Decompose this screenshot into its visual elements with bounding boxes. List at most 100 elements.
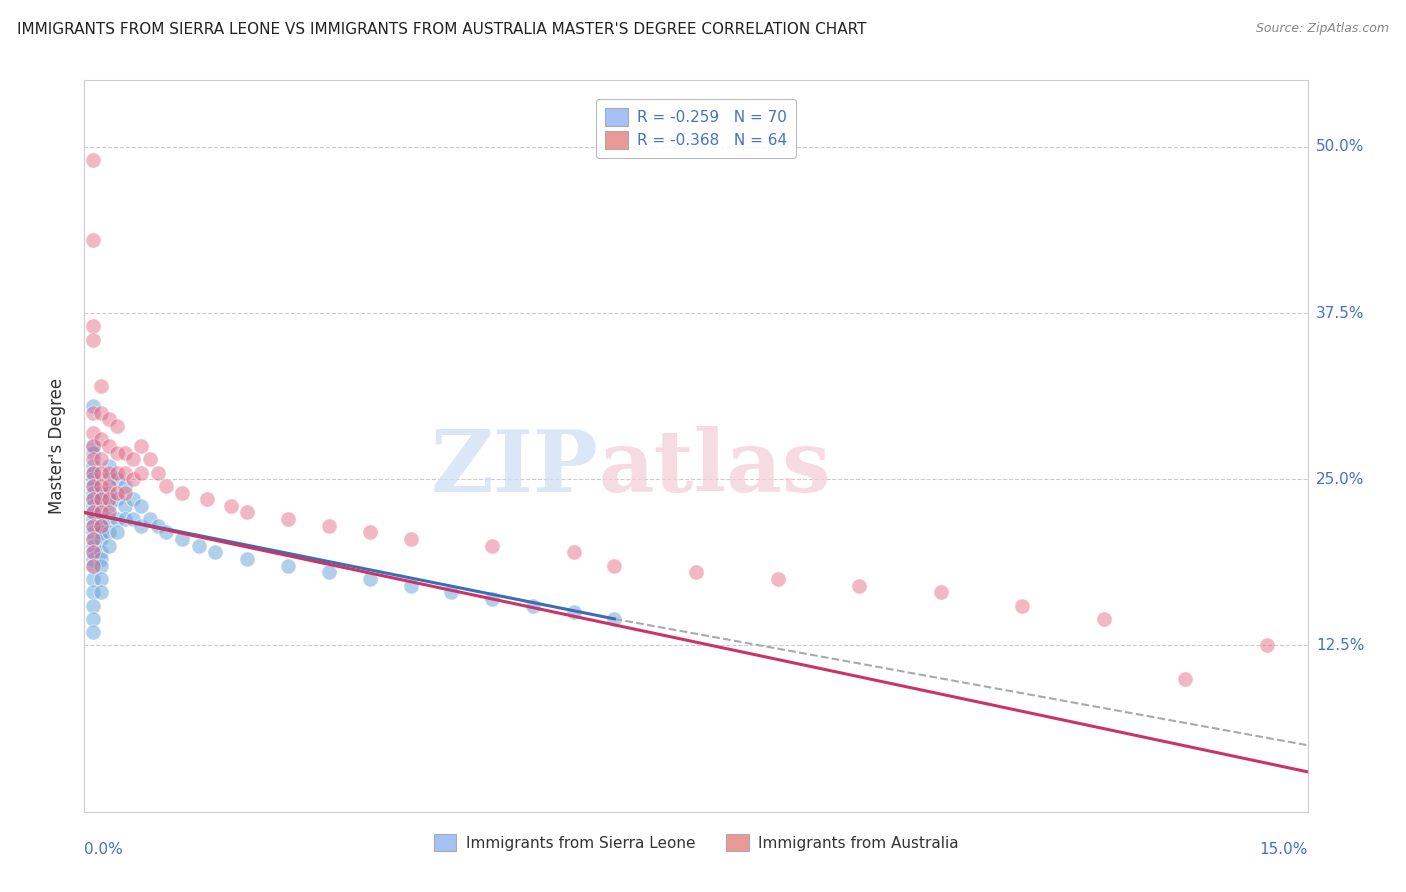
Point xyxy=(277,558,299,573)
Point xyxy=(82,233,104,247)
Point xyxy=(82,625,104,640)
Point xyxy=(82,319,104,334)
Point xyxy=(82,506,104,520)
Point xyxy=(97,506,120,520)
Point xyxy=(97,479,120,493)
Text: 12.5%: 12.5% xyxy=(1316,638,1364,653)
Point xyxy=(1174,672,1197,686)
Text: IMMIGRANTS FROM SIERRA LEONE VS IMMIGRANTS FROM AUSTRALIA MASTER'S DEGREE CORREL: IMMIGRANTS FROM SIERRA LEONE VS IMMIGRAN… xyxy=(17,22,866,37)
Point xyxy=(766,572,789,586)
Point xyxy=(97,466,120,480)
Point xyxy=(90,479,112,493)
Point xyxy=(90,572,112,586)
Point xyxy=(929,585,952,599)
Point xyxy=(187,539,209,553)
Point xyxy=(82,439,104,453)
Point xyxy=(562,605,585,619)
Point xyxy=(114,479,136,493)
Point xyxy=(522,599,544,613)
Point xyxy=(90,452,112,467)
Point xyxy=(359,572,381,586)
Point xyxy=(848,579,870,593)
Point xyxy=(90,485,112,500)
Point xyxy=(82,525,104,540)
Point xyxy=(82,518,104,533)
Point xyxy=(90,466,112,480)
Point xyxy=(82,485,104,500)
Point xyxy=(82,532,104,546)
Point xyxy=(122,512,145,526)
Point xyxy=(155,525,177,540)
Point xyxy=(1011,599,1033,613)
Point xyxy=(603,558,626,573)
Point xyxy=(82,545,104,559)
Point xyxy=(90,545,112,559)
Text: 0.0%: 0.0% xyxy=(84,842,124,857)
Text: atlas: atlas xyxy=(598,426,831,510)
Point xyxy=(82,466,104,480)
Point xyxy=(82,499,104,513)
Point xyxy=(481,539,503,553)
Point xyxy=(82,572,104,586)
Point xyxy=(90,433,112,447)
Point xyxy=(82,532,104,546)
Point xyxy=(82,585,104,599)
Point xyxy=(82,492,104,507)
Point xyxy=(90,406,112,420)
Point xyxy=(1092,612,1115,626)
Point xyxy=(195,492,218,507)
Point xyxy=(146,466,169,480)
Point xyxy=(359,525,381,540)
Point xyxy=(131,518,153,533)
Point xyxy=(399,532,422,546)
Point xyxy=(105,512,128,526)
Point xyxy=(90,525,112,540)
Point xyxy=(481,591,503,606)
Point xyxy=(82,612,104,626)
Point xyxy=(236,552,259,566)
Point xyxy=(219,499,242,513)
Point xyxy=(318,518,340,533)
Point xyxy=(82,153,104,167)
Legend: Immigrants from Sierra Leone, Immigrants from Australia: Immigrants from Sierra Leone, Immigrants… xyxy=(426,826,966,859)
Point xyxy=(97,539,120,553)
Point xyxy=(122,492,145,507)
Point xyxy=(82,518,104,533)
Point xyxy=(90,512,112,526)
Point xyxy=(172,485,194,500)
Point xyxy=(82,425,104,440)
Point xyxy=(97,412,120,426)
Point xyxy=(97,512,120,526)
Point xyxy=(90,492,112,507)
Point xyxy=(90,518,112,533)
Point xyxy=(685,566,707,580)
Point xyxy=(204,545,226,559)
Point xyxy=(90,492,112,507)
Point xyxy=(131,499,153,513)
Text: 15.0%: 15.0% xyxy=(1260,842,1308,857)
Point xyxy=(399,579,422,593)
Point xyxy=(90,585,112,599)
Point xyxy=(318,566,340,580)
Point xyxy=(114,445,136,459)
Point xyxy=(82,399,104,413)
Point xyxy=(97,439,120,453)
Point xyxy=(97,458,120,473)
Point xyxy=(172,532,194,546)
Text: 50.0%: 50.0% xyxy=(1316,139,1364,154)
Point xyxy=(90,518,112,533)
Point xyxy=(82,558,104,573)
Point xyxy=(90,558,112,573)
Point xyxy=(97,485,120,500)
Point xyxy=(138,452,160,467)
Point xyxy=(90,552,112,566)
Point xyxy=(155,479,177,493)
Point xyxy=(82,439,104,453)
Point xyxy=(82,406,104,420)
Y-axis label: Master's Degree: Master's Degree xyxy=(48,378,66,514)
Text: 25.0%: 25.0% xyxy=(1316,472,1364,487)
Point xyxy=(105,485,128,500)
Point xyxy=(114,485,136,500)
Point xyxy=(105,472,128,486)
Point xyxy=(236,506,259,520)
